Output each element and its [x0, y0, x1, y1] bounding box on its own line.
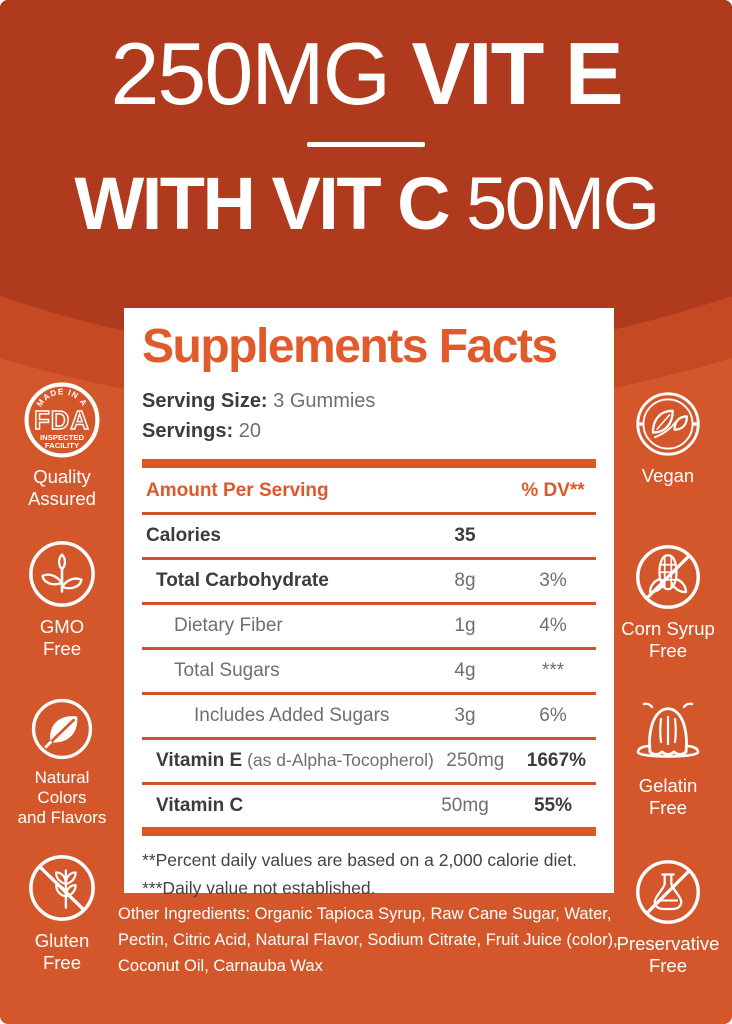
nutrient-amount: 1g: [454, 615, 476, 637]
header: 250MG VIT E WITH VIT C 50MG: [0, 0, 732, 241]
nutrient-name: Vitamin C: [156, 795, 244, 817]
jelly-icon: [636, 702, 700, 758]
leaf-icon: [31, 698, 93, 760]
vegan-leaves-icon: [636, 392, 700, 456]
facts-row: Total Carbohydrate 8g 3%: [142, 560, 596, 606]
corn-crossed-icon: [636, 545, 700, 609]
nutrient-daily-value: 55%: [533, 795, 573, 817]
percent-dv-header: % DV**: [521, 480, 585, 502]
nutrient-name: Includes Added Sugars: [194, 705, 390, 727]
footnote-not-established: ***Daily value not established.: [142, 878, 376, 899]
badge-quality-assured: MADE IN A FDA INSPECTED FACILITY Quality…: [0, 381, 124, 510]
footnote-daily-values: **Percent daily values are based on a 2,…: [142, 850, 577, 871]
nutrient-name: Total Carbohydrate: [156, 570, 329, 592]
nutrient-name: Dietary Fiber: [174, 615, 283, 637]
footnotes: **Percent daily values are based on a 2,…: [142, 849, 596, 900]
nutrient-amount: 50mg: [441, 795, 489, 817]
curve-dark-shape: [0, 0, 732, 358]
headline-vit-e: 250MG VIT E: [0, 30, 732, 118]
other-ingredients-text: Other Ingredients: Organic Tapioca Syrup…: [118, 905, 618, 976]
nutrient-amount: 4g: [454, 660, 476, 682]
fda-inspected-text: INSPECTED: [40, 433, 84, 442]
badge-label: Corn Syrup Free: [621, 618, 715, 661]
badge-label: Vegan: [641, 465, 695, 486]
badge-label: Preservative Free: [616, 933, 720, 976]
nutrient-daily-value: 6%: [539, 705, 567, 727]
servings-value: 20: [238, 420, 261, 443]
wheat-crossed-icon: [29, 855, 95, 921]
servings-line: Servings: 20: [142, 416, 596, 446]
badge-label: Gelatin Free: [638, 775, 698, 818]
badge-label: Natural Colors and Flavors: [17, 768, 107, 828]
badge-vegan: Vegan: [604, 390, 732, 487]
nutrient-daily-value: 4%: [539, 615, 567, 637]
table-bottom-bar: [142, 827, 596, 837]
flask-crossed-icon: [636, 860, 700, 924]
facts-row: Total Sugars 4g ***: [142, 650, 596, 696]
header-divider: [307, 142, 425, 147]
serving-size-value: 3 Gummies: [273, 390, 376, 413]
facts-row: Vitamin E (as d-Alpha-Tocopherol) 250mg 16…: [142, 740, 596, 786]
facts-row: Vitamin C 50mg 55%: [142, 785, 596, 827]
nutrient-daily-value: ***: [541, 660, 565, 682]
fda-badge-icon: MADE IN A FDA INSPECTED FACILITY: [24, 382, 100, 458]
serving-size-label: Serving Size:: [142, 390, 268, 413]
nutrient-daily-value: 1667%: [526, 750, 586, 772]
fda-facility-text: FACILITY: [45, 441, 79, 450]
headline-vit-c: WITH VIT C 50MG: [0, 167, 732, 241]
panel-title: Supplements Facts: [142, 320, 558, 373]
fda-text: FDA: [34, 407, 90, 435]
headline-vitamin: VIT E: [411, 24, 623, 123]
nutrient-name: Calories: [146, 525, 221, 547]
badge-label: Quality Assured: [28, 466, 96, 509]
badge-preservative-free: Preservative Free: [604, 858, 732, 977]
headline-dose: 250MG: [110, 24, 412, 123]
facts-row: Dietary Fiber 1g 4%: [142, 605, 596, 651]
nutrient-amount: 3g: [454, 705, 476, 727]
badge-label: Gluten Free: [34, 930, 90, 973]
headline-with-vitamin: WITH VIT C: [74, 162, 467, 245]
nutrient-name: Vitamin E (as d-Alpha-Tocopherol): [156, 750, 434, 772]
table-top-bar: [142, 459, 596, 469]
badge-label: GMO Free: [39, 616, 85, 659]
nutrient-amount: 35: [454, 525, 476, 547]
nutrient-daily-value: 3%: [539, 570, 567, 592]
nutrient-amount: 8g: [454, 570, 476, 592]
badge-natural-colors-flavors: Natural Colors and Flavors: [0, 697, 124, 828]
supplement-facts-panel: Supplements Facts Serving Size: 3 Gummie…: [124, 308, 614, 898]
badge-gluten-free: Gluten Free: [0, 853, 124, 974]
sprout-icon: [29, 541, 95, 607]
headline-dose-2: 50MG: [466, 162, 660, 245]
amount-per-serving-header: Amount Per Serving: [146, 480, 329, 502]
badge-gelatin-free: Gelatin Free: [604, 700, 732, 819]
facts-row: Calories 35: [142, 515, 596, 561]
nutrient-amount: 250mg: [446, 750, 505, 772]
badge-corn-syrup-free: Corn Syrup Free: [604, 543, 732, 662]
facts-table-body: Calories 35 Total Carbohydrate 8g 3% Dietary …: [142, 515, 596, 827]
serving-size-line: Serving Size: 3 Gummies: [142, 386, 596, 416]
serving-info: Serving Size: 3 Gummies Servings: 20: [142, 386, 596, 446]
badge-gmo-free: GMO Free: [0, 539, 124, 660]
facts-row: Includes Added Sugars 3g 6%: [142, 695, 596, 741]
servings-label: Servings:: [142, 420, 234, 443]
nutrient-name: Total Sugars: [174, 660, 280, 682]
facts-table-header: Amount Per Serving % DV**: [142, 470, 596, 516]
